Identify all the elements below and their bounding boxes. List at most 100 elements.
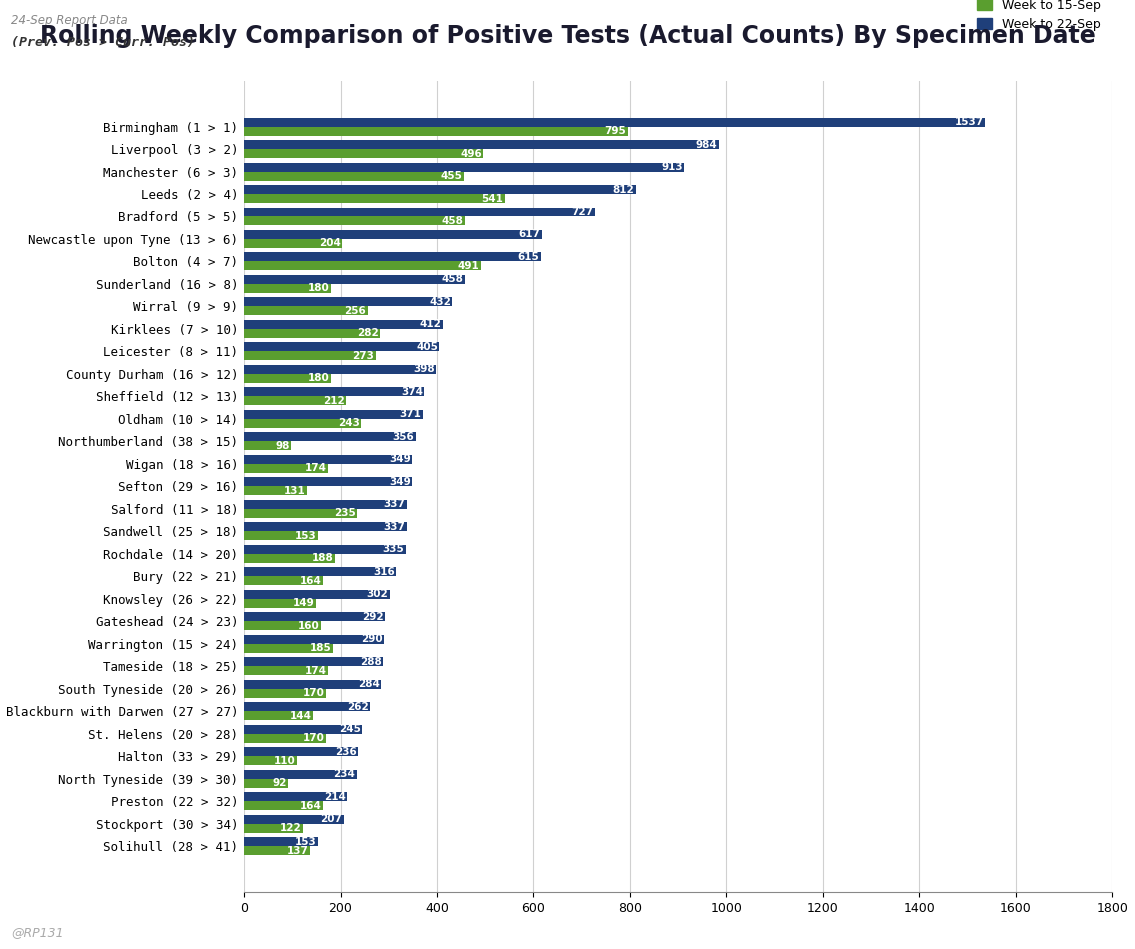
Bar [244,643,334,653]
Text: 137: 137 [287,846,309,856]
Text: 234: 234 [334,770,355,779]
Text: 398: 398 [413,364,435,375]
Text: 349: 349 [389,455,411,464]
Bar [244,441,292,451]
Text: 131: 131 [284,486,305,496]
Text: 615: 615 [518,252,539,262]
Bar [244,756,297,765]
Text: 337: 337 [384,499,405,510]
Bar [244,725,362,734]
Bar [244,194,505,203]
Bar [244,711,313,720]
Text: 371: 371 [400,409,421,419]
Text: 207: 207 [320,814,343,824]
Bar [244,522,406,531]
Text: 984: 984 [696,140,717,150]
Text: 349: 349 [389,476,411,487]
Bar [244,149,484,158]
Bar [244,118,985,126]
Bar [244,307,368,315]
Text: 262: 262 [347,701,369,712]
Text: 812: 812 [613,184,634,195]
Bar [244,230,541,239]
Legend: Week to 15-Sep, Week to 22-Sep: Week to 15-Sep, Week to 22-Sep [973,0,1105,36]
Bar [244,622,321,630]
Text: 374: 374 [401,387,423,397]
Text: 455: 455 [440,171,462,181]
Bar [244,734,326,743]
Text: 541: 541 [481,194,504,203]
Bar [244,679,381,689]
Text: 243: 243 [338,419,360,428]
Text: 288: 288 [360,657,381,667]
Bar [244,172,463,180]
Text: 174: 174 [304,666,327,676]
Bar [244,590,389,599]
Bar [244,329,380,338]
Text: 284: 284 [358,679,379,689]
Text: 458: 458 [442,216,463,226]
Bar [244,297,453,307]
Bar [244,531,318,540]
Bar [244,284,331,293]
Bar [244,455,412,464]
Bar [244,545,405,554]
Bar [244,397,346,405]
Bar [244,343,439,351]
Text: 282: 282 [356,328,379,339]
Bar [244,509,358,518]
Bar [244,689,326,698]
Text: 153: 153 [295,530,317,541]
Text: 617: 617 [519,230,540,239]
Bar [244,635,384,643]
Bar [244,464,328,473]
Bar [244,814,344,824]
Bar [244,702,370,711]
Text: 356: 356 [393,432,414,442]
Text: @RP131: @RP131 [11,926,64,940]
Bar [244,410,423,419]
Text: 24-Sep Report Data: 24-Sep Report Data [11,14,128,28]
Text: 458: 458 [442,274,463,285]
Text: 335: 335 [382,545,404,554]
Text: 412: 412 [420,320,442,329]
Text: 236: 236 [335,747,356,756]
Bar [244,554,335,563]
Text: 170: 170 [303,734,325,743]
Bar [244,162,684,172]
Bar [244,599,316,607]
Bar [244,487,308,495]
Text: 290: 290 [361,634,382,644]
Text: 913: 913 [662,162,683,172]
Bar [244,208,595,216]
Bar [244,658,382,666]
Bar [244,320,443,329]
Bar [244,216,465,226]
Text: 110: 110 [274,755,295,766]
Text: 188: 188 [311,553,334,564]
Text: 164: 164 [300,801,321,810]
Text: 180: 180 [308,373,329,383]
Text: 180: 180 [308,284,329,293]
Bar [244,477,412,487]
Bar [244,351,376,361]
Bar [244,433,415,441]
Bar [244,140,718,149]
Text: (Prev. Pos > Curr. Pos): (Prev. Pos > Curr. Pos) [11,36,195,49]
Text: 170: 170 [303,688,325,698]
Bar [244,837,318,847]
Text: 174: 174 [304,463,327,474]
Text: 160: 160 [299,621,320,631]
Text: 337: 337 [384,522,405,531]
Text: 164: 164 [300,576,321,586]
Bar [244,779,288,788]
Bar [244,801,323,810]
Text: 432: 432 [429,297,451,307]
Bar [244,576,323,586]
Bar [244,387,424,397]
Bar [244,824,303,832]
Text: 98: 98 [276,441,289,451]
Text: 273: 273 [352,351,375,361]
Bar [244,262,481,270]
Text: 795: 795 [604,126,627,136]
